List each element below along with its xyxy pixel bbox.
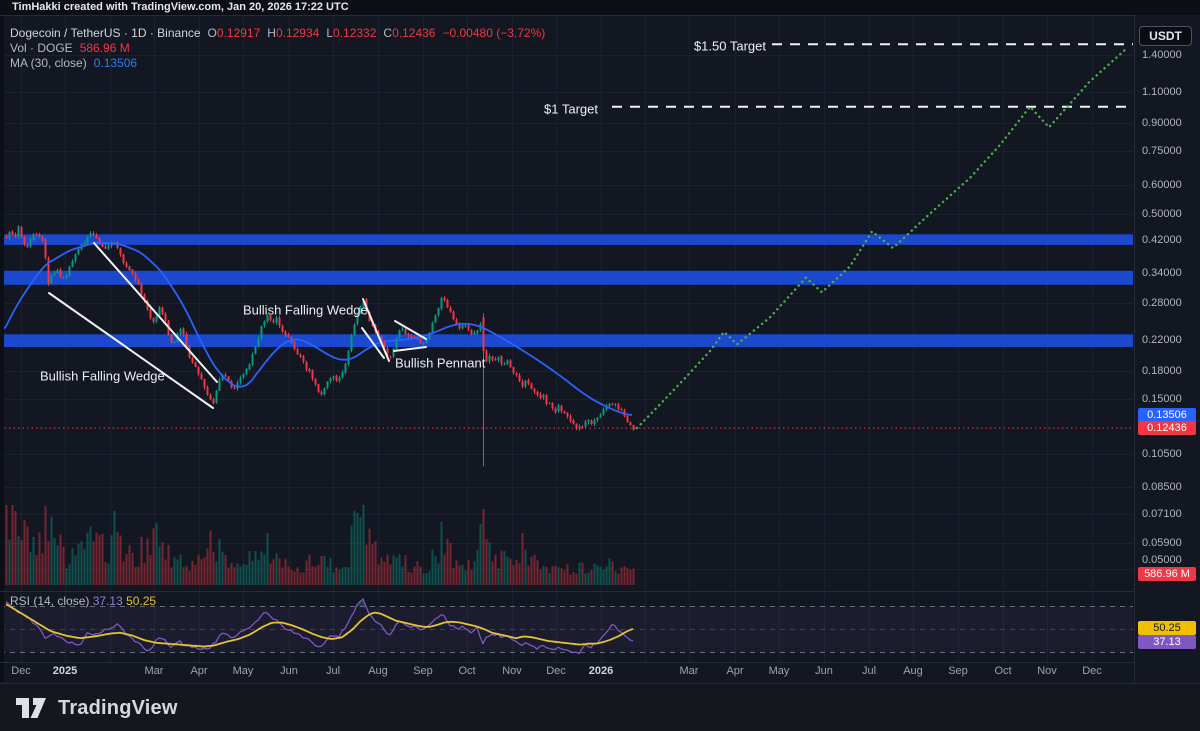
symbol-title[interactable]: Dogecoin / TetherUS · 1D · Binance [10,26,201,40]
ma-label: MA (30, close) [10,56,87,70]
time-tick-label: Apr [726,665,744,677]
price-tick-label: 0.08500 [1142,480,1182,493]
price-tick-label: 0.18000 [1142,365,1182,378]
price-tick-label: 0.75000 [1142,145,1182,158]
ohlc-high: H0.12934 [267,26,320,40]
time-tick-label: 2026 [588,665,614,677]
time-tick-label: Nov [1037,665,1057,677]
price-tick-label: 0.22000 [1142,334,1182,347]
time-tick-label: Jul [325,665,341,677]
volume-label: Vol · DOGE [10,41,73,55]
target-label-100: $1 Target [544,101,598,117]
time-tick-label: Jun [280,665,298,677]
footer-bar: TradingView [0,683,1200,731]
price-axis[interactable]: 1.40000 1.10000 0.90000 0.75000 0.60000 0.500… [1134,15,1200,682]
price-tick-label: 0.05000 [1142,553,1182,566]
time-tick-label: Dec [1082,665,1102,677]
volume-row[interactable]: Vol · DOGE 586.96 M [10,41,545,55]
price-tick-label: 0.10500 [1142,448,1182,461]
rsi-ma-value: 50.25 [126,594,157,608]
currency-scale-button[interactable]: USDT [1139,26,1192,46]
annotation-bullish-falling-wedge-1: Bullish Falling Wedge [40,368,165,384]
time-tick-label: Sep [948,665,968,677]
ohlc-open: O0.12917 [207,26,261,40]
chart-legend: Dogecoin / TetherUS · 1D · Binance O0.12… [10,26,545,71]
annotation-bullish-pennant: Bullish Pennant [395,355,486,371]
time-tick-label: Sep [413,665,433,677]
time-tick-label: May [232,665,254,677]
time-tick-label: Nov [502,665,522,677]
price-tick-label: 0.60000 [1142,179,1182,192]
target-label-150: $1.50 Target [693,38,766,54]
price-tick-label: 0.34000 [1142,267,1182,280]
symbol-ohlc-row[interactable]: Dogecoin / TetherUS · 1D · Binance O0.12… [10,26,545,40]
price-tick-label: 0.90000 [1142,116,1182,129]
volume-value: 586.96 M [79,41,130,55]
price-value-label: 586.96 M [1138,567,1196,581]
time-tick-label: Dec [546,665,566,677]
time-tick-label: Apr [190,665,208,677]
rsi-value: 37.13 [92,594,123,608]
price-tick-label: 0.07100 [1142,508,1182,521]
time-axis[interactable]: Dec 2025 Mar Apr May Jun Jul Aug Sep Oct Nov Dec 202… [0,663,1133,682]
price-value-label: 0.12436 [1138,421,1196,436]
ohlc-change: −0.00480 (−3.72%) [442,26,546,40]
rsi-legend[interactable]: RSI (14, close) 37.13 50.25 [10,594,156,608]
annotation-bullish-falling-wedge-2: Bullish Falling Wedge [243,302,368,318]
rsi-label: RSI (14, close) [10,594,90,608]
price-tick-label: 1.40000 [1142,48,1182,61]
time-tick-label: Jul [861,665,877,677]
attribution-text: TimHakki created with TradingView.com, J… [0,0,1200,15]
tradingview-logo[interactable]: TradingView [14,695,178,721]
time-tick-label: Dec [11,665,31,677]
price-tick-label: 1.10000 [1142,86,1182,98]
price-value-label: 0.13506 [1138,408,1196,423]
price-tick-label: 0.05900 [1142,537,1182,550]
price-value-label: 37.13 [1138,635,1196,649]
price-tick-label: 0.42000 [1142,234,1182,247]
ma-value: 0.13506 [93,56,138,70]
tradingview-logo-icon [16,698,46,718]
price-value-label: 50.25 [1138,621,1196,635]
time-tick-label: May [768,665,790,677]
time-tick-label: Aug [903,665,923,677]
ohlc-low: L0.12332 [326,26,377,40]
price-tick-label: 0.50000 [1142,207,1182,220]
time-tick-label: Mar [679,665,699,677]
time-tick-label: 2025 [52,665,78,677]
price-tick-label: 0.15000 [1142,393,1182,406]
ma-row[interactable]: MA (30, close) 0.13506 [10,56,545,70]
time-tick-label: Oct [458,665,476,677]
ohlc-close: C0.12436 [383,26,436,40]
price-tick-label: 0.28000 [1142,296,1182,309]
time-tick-label: Oct [994,665,1012,677]
time-tick-label: Mar [144,665,164,677]
tradingview-logo-text: TradingView [58,696,178,719]
time-tick-label: Aug [368,665,388,677]
time-tick-label: Jun [815,665,833,677]
